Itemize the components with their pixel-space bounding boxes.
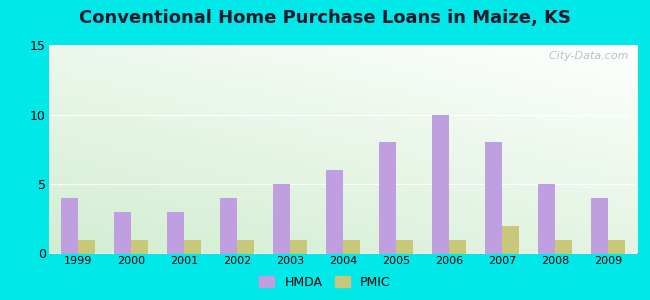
Bar: [502, 226, 519, 254]
Legend: HMDA, PMIC: HMDA, PMIC: [254, 271, 396, 294]
Bar: [114, 212, 131, 254]
Bar: [449, 240, 466, 254]
Bar: [220, 198, 237, 254]
Bar: [61, 198, 78, 254]
Bar: [538, 184, 555, 254]
Bar: [591, 198, 608, 254]
Bar: [396, 240, 413, 254]
Bar: [432, 115, 449, 254]
Bar: [485, 142, 502, 254]
Bar: [608, 240, 625, 254]
Bar: [167, 212, 184, 254]
Bar: [290, 240, 307, 254]
Text: Conventional Home Purchase Loans in Maize, KS: Conventional Home Purchase Loans in Maiz…: [79, 9, 571, 27]
Bar: [343, 240, 360, 254]
Text: City-Data.com: City-Data.com: [541, 51, 628, 61]
Bar: [78, 240, 95, 254]
Bar: [326, 170, 343, 254]
Bar: [273, 184, 290, 254]
Bar: [184, 240, 201, 254]
Bar: [237, 240, 254, 254]
Bar: [555, 240, 572, 254]
Bar: [131, 240, 148, 254]
Bar: [379, 142, 396, 254]
